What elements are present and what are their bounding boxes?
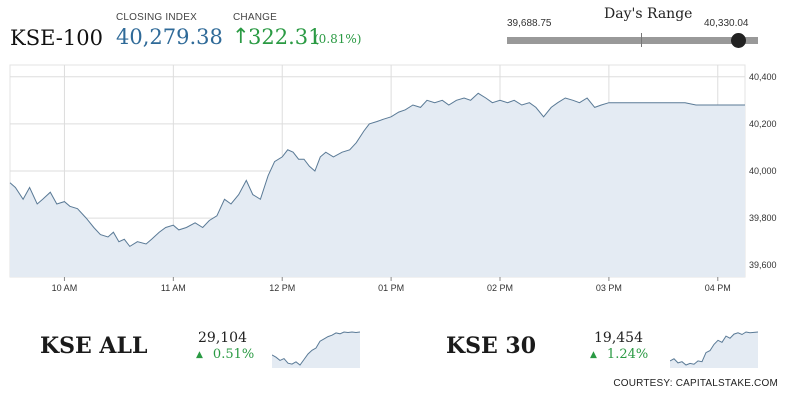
days-range-high: 40,330.04 [704, 18, 749, 29]
kse-30-value: 19,454 [594, 330, 643, 346]
kse-all-sparkline [272, 323, 360, 368]
x-tick-label: 10 AM [52, 283, 78, 293]
kse-30-sparkline [670, 323, 758, 368]
days-range-low: 39,688.75 [507, 18, 552, 29]
change-label: CHANGE [233, 12, 277, 23]
days-range-title: Day's Range [604, 6, 692, 22]
days-range-midpoint-tick [641, 33, 642, 47]
x-tick-label: 11 AM [161, 283, 186, 293]
sparkline-area [272, 332, 360, 368]
days-range-bar [507, 37, 758, 44]
x-tick-label: 03 PM [596, 283, 622, 293]
days-range-current-marker [731, 33, 746, 48]
kse-all-change-value: 0.51% [213, 347, 254, 362]
index-title: KSE-100 [10, 26, 103, 50]
y-tick-label: 39,600 [749, 260, 777, 270]
y-tick-label: 39,800 [749, 213, 777, 223]
intraday-chart: 40,400 40,200 40,000 39,800 39,600 10 AM 11 AM… [0, 58, 790, 298]
x-tick-label: 12 PM [269, 283, 295, 293]
kse-all-value: 29,104 [198, 330, 247, 346]
x-tick-label: 01 PM [378, 283, 404, 293]
kse-all-name: KSE ALL [40, 333, 147, 359]
x-tick-label: 04 PM [705, 283, 731, 293]
courtesy-credit: COURTESY: CAPITALSTAKE.COM [613, 378, 778, 389]
up-triangle-icon: ▲ [196, 350, 203, 360]
kse-30-name: KSE 30 [446, 333, 536, 359]
up-arrow-icon: ↑ [232, 24, 250, 48]
change-value: 322.31 [248, 25, 321, 49]
kse-30-change-value: 1.24% [607, 347, 648, 362]
closing-index-value: 40,279.38 [116, 25, 223, 49]
change-percent: (0.81%) [314, 32, 361, 46]
kse-all-change: ▲ 0.51% [196, 347, 254, 362]
y-tick-label: 40,000 [749, 166, 777, 176]
up-triangle-icon: ▲ [590, 350, 597, 360]
kse-30-change: ▲ 1.24% [590, 347, 648, 362]
x-tick-label: 02 PM [487, 283, 513, 293]
y-tick-label: 40,200 [749, 119, 777, 129]
y-tick-label: 40,400 [749, 72, 777, 82]
closing-index-label: CLOSING INDEX [116, 12, 197, 23]
